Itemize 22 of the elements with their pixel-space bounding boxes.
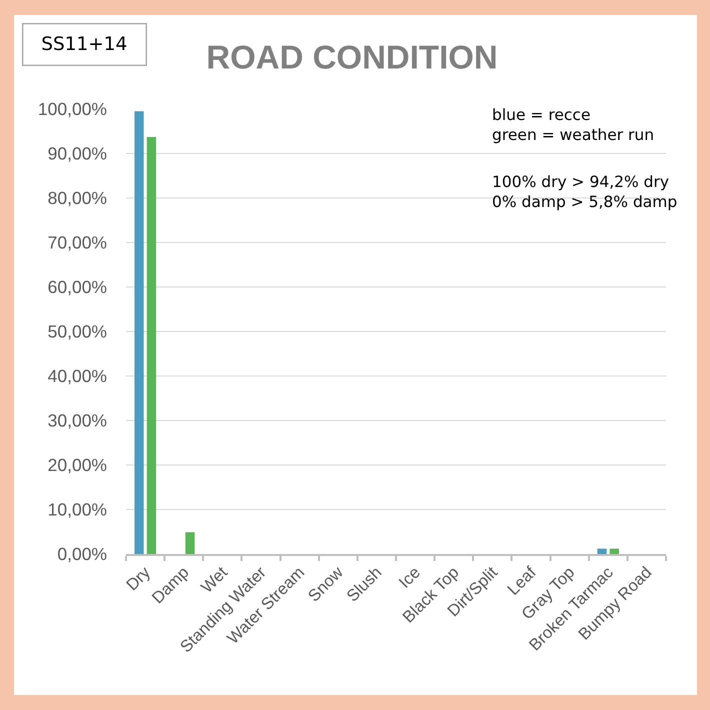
y-tick-label: 20,00%	[48, 455, 107, 476]
y-tick-label: 30,00%	[48, 410, 107, 431]
y-tick-label: 70,00%	[48, 232, 107, 253]
x-tick-label: Dry	[123, 562, 154, 594]
x-tick-label: Ice	[396, 563, 424, 592]
y-tick-label: 40,00%	[48, 366, 107, 386]
y-tick-label: 90,00%	[48, 144, 107, 164]
y-tick-label: 10,00%	[48, 500, 107, 520]
y-tick-label: 100,00%	[38, 99, 107, 120]
chart-title: ROAD CONDITION	[206, 38, 498, 76]
text: SS11+14	[41, 34, 128, 55]
bar	[185, 532, 195, 554]
y-tick-label: 0,00%	[57, 544, 107, 564]
y-tick-label: 80,00%	[48, 188, 107, 208]
annotation: 100% dry > 94,2% dry 0% damp > 5,8% damp	[492, 173, 678, 212]
y-tick-label: 50,00%	[48, 322, 107, 342]
bar	[146, 137, 156, 554]
bar	[597, 548, 607, 554]
y-tick-label: 60,00%	[48, 277, 107, 298]
bar	[134, 111, 144, 554]
annotation: blue = recce green = weather run	[492, 106, 654, 144]
bar	[610, 548, 619, 554]
